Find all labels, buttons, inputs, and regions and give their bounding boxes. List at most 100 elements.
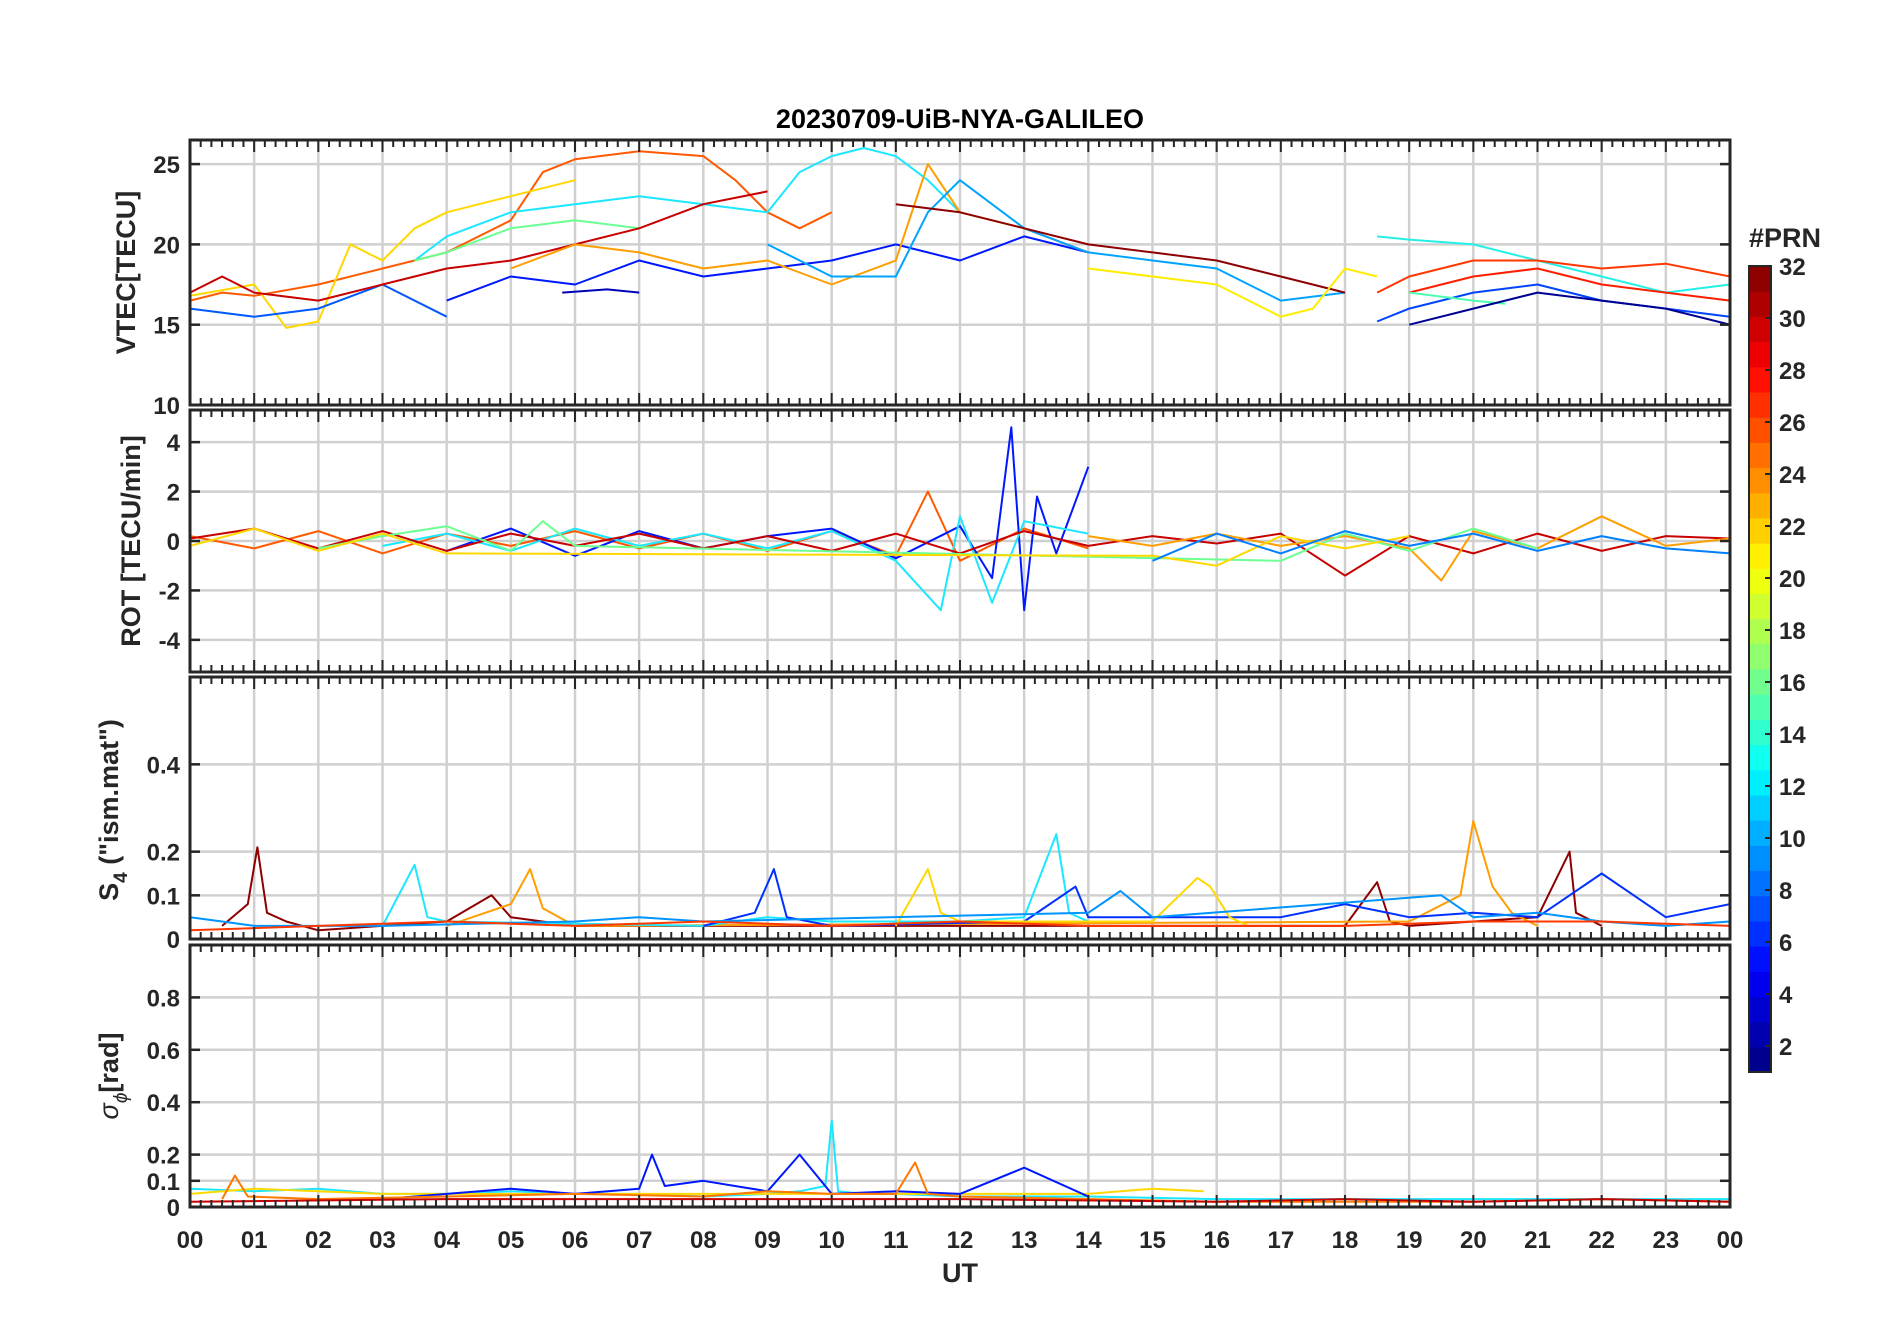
x-tick-label: 03 [369,1227,396,1254]
axes-frame [188,675,1732,941]
y-tick-label: 0.1 [147,883,180,910]
vtec-grid [190,140,1730,405]
colorbar-tick-label: 26 [1779,410,1806,437]
colorbar-level [1749,845,1771,872]
series-line-prn-20 [190,179,576,329]
series-line-prn-31 [895,203,1346,294]
x-tick-label: 08 [690,1227,717,1254]
series-line-prn-20 [190,1187,1204,1195]
x-tick-label: 12 [947,1227,974,1254]
colorbar-level [1749,266,1771,292]
axes-frame [188,943,1732,1209]
colorbar-level [1749,870,1771,897]
y-tick-label: 15 [153,313,180,340]
colorbar-level [1749,769,1771,796]
colorbar-level [1749,794,1771,821]
colorbar-tick-label: 32 [1779,254,1806,281]
colorbar-level [1749,669,1771,695]
series-line-prn-12 [413,147,961,262]
colorbar-tick-label: 22 [1779,514,1806,541]
series-line-prn-3 [446,426,1090,612]
y-tick-label: 0.6 [147,1038,180,1065]
colorbar-level [1749,618,1771,645]
y-tick-label: -2 [159,578,180,605]
x-tick-label: 17 [1267,1227,1294,1254]
series-line-prn-4 [190,283,448,318]
series-line-prn-3 [446,235,1089,302]
colorbar-level [1749,719,1771,746]
x-tick-label: 02 [305,1227,332,1254]
colorbar-level [1749,492,1771,519]
colorbar-level [1749,291,1771,317]
colorbar-level [1749,643,1771,670]
rot-series [190,426,1730,612]
s4-ticks: 0 0.1 0.2 0.4 [147,675,1732,954]
colorbar-level [1749,895,1771,922]
y-tick-label: -4 [159,628,181,655]
x-tick-label: 15 [1139,1227,1166,1254]
series-line-prn-20 [894,868,1250,927]
x-tick-labels: 00 01 02 03 04 05 06 07 08 09 10 11 12 13 14 15 16 17 18 19… [177,1227,1744,1254]
colorbar-tick-label: 8 [1779,878,1792,905]
series-line-prn-2 [562,288,640,294]
vtec-panel: 10 15 20 25 VTEC[TECU] [111,138,1732,420]
colorbar-tick-label: 30 [1779,306,1806,333]
x-tick-label: 09 [754,1227,781,1254]
vtec-axis-label: VTEC[TECU] [111,191,141,355]
colorbar-level [1749,971,1771,998]
series-line-prn-27 [1408,267,1730,302]
s4-axis-label: S4 ("ism.mat") [94,719,132,901]
series-line-prn-22 [1088,515,1730,582]
series-line-prn-16 [318,520,1538,562]
s4-panel: 0 0.1 0.2 0.4 S4 ("ism.mat") [94,675,1732,954]
x-tick-label: 11 [883,1227,908,1254]
y-tick-label: 0.2 [147,1143,180,1170]
colorbar-level [1749,341,1771,368]
colorbar-level [1749,946,1771,972]
y-tick-label: 0.8 [147,985,180,1012]
colorbar-level [1749,543,1771,569]
y-tick-label: 0.2 [147,840,180,867]
y-tick-label: 20 [153,232,180,259]
colorbar-level [1749,1046,1771,1073]
colorbar-level [1749,442,1771,469]
series-line-prn-12 [382,515,1089,612]
s4-grid [190,677,1730,939]
colorbar-tick-label: 16 [1779,670,1806,697]
colorbar-frame [1748,265,1772,1073]
rot-ticks: -4 -2 0 2 4 [159,408,1732,674]
x-tick-label: 00 [1717,1227,1744,1254]
colorbar-tick-label: 14 [1779,722,1806,749]
x-tick-label: 13 [1011,1227,1038,1254]
colorbar-level [1749,996,1771,1023]
rot-panel: -4 -2 0 2 4 ROT [TECU/min] [116,408,1732,674]
rot-grid [190,410,1730,672]
vtec-series [190,147,1730,329]
y-tick-label: 10 [153,393,180,420]
axes-frame [188,138,1732,407]
y-tick-label: 25 [153,152,180,179]
s4-series [190,820,1730,932]
x-tick-label: 05 [497,1227,524,1254]
y-tick-label: 0.1 [147,1169,180,1196]
series-line-prn-1 [1408,291,1730,326]
y-tick-label: 0 [167,529,180,556]
colorbar-level [1749,417,1771,443]
colorbar-tick-label: 28 [1779,358,1806,385]
x-axis-label: UT [942,1258,978,1288]
x-tick-label: 21 [1524,1227,1551,1254]
colorbar-level [1749,593,1771,620]
colorbar-tick-label: 20 [1779,566,1806,593]
colorbar-tick-label: 12 [1779,774,1806,801]
x-tick-label: 04 [433,1227,460,1254]
colorbar-level [1749,694,1771,720]
y-tick-label: 4 [167,430,181,457]
y-tick-label: 2 [167,480,180,507]
vtec-ticks: 10 15 20 25 [153,138,1732,420]
series-line-prn-24 [221,1161,1730,1203]
series-line-prn-16 [414,219,640,262]
series-line-prn-6 [1376,283,1730,323]
y-tick-label: 0.4 [147,752,181,779]
